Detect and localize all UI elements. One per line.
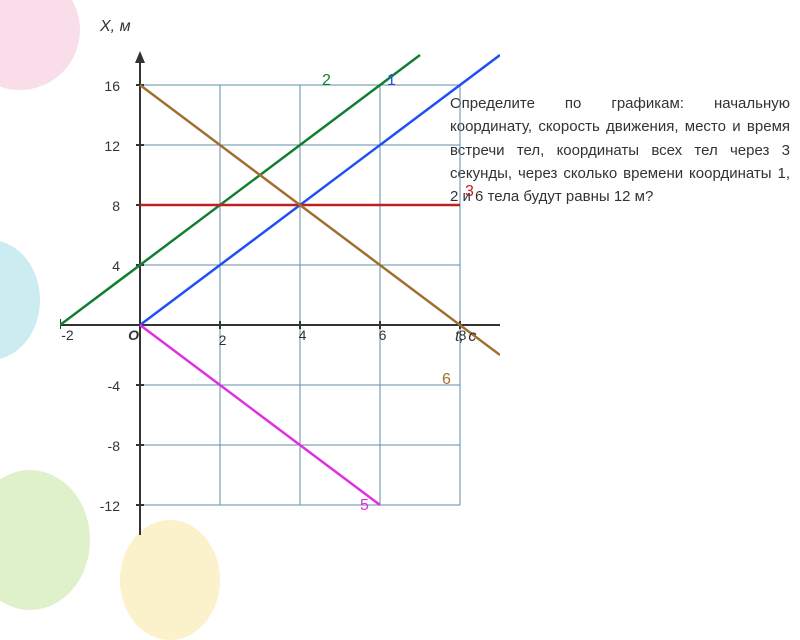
origin-label: О [119, 327, 139, 343]
chart: X, м t, c 1 2 3 5 6 16 12 8 4 -4 -8 -12 … [60, 30, 500, 565]
y-tick: -12 [93, 498, 120, 514]
question-text: Определите по графикам: начальную коорди… [450, 92, 790, 208]
content-area: Определите по графикам: начальную коорди… [20, 10, 780, 590]
line-label-2: 2 [322, 72, 331, 90]
line-label-6: 6 [442, 371, 451, 389]
y-axis-label: X, м [100, 18, 131, 36]
line-label-3: 3 [465, 183, 474, 201]
chart-svg [60, 30, 500, 560]
x-tick: 4 [295, 327, 310, 343]
x-tick: 6 [375, 327, 390, 343]
x-tick: -2 [60, 327, 75, 343]
x-tick: 2 [215, 332, 230, 348]
line-label-5: 5 [360, 497, 369, 515]
y-tick: 4 [100, 258, 120, 274]
x-tick: 8 [455, 327, 470, 343]
line-label-1: 1 [387, 72, 396, 90]
y-tick: -8 [100, 438, 120, 454]
y-tick: 12 [100, 138, 120, 154]
y-tick: -4 [100, 378, 120, 394]
y-tick: 16 [100, 78, 120, 94]
y-tick: 8 [100, 198, 120, 214]
